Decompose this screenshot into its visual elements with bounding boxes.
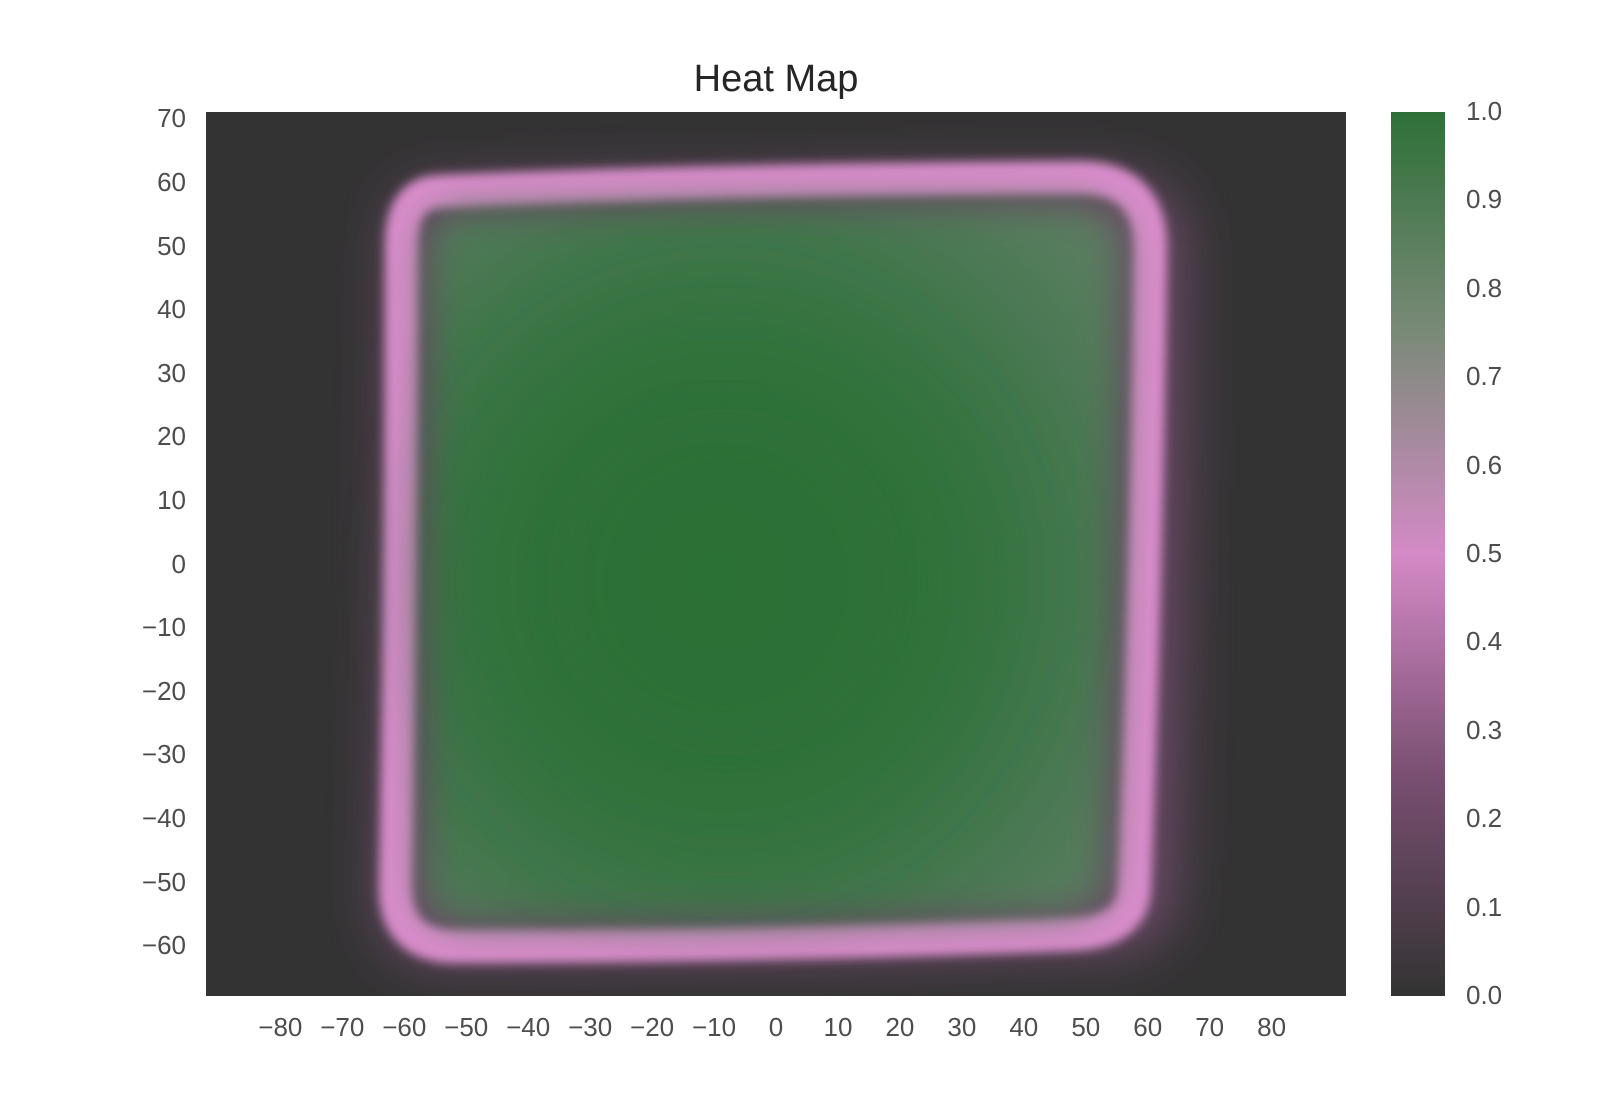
y-tick-label: −20	[141, 675, 186, 706]
x-tick-label: −60	[382, 1012, 427, 1042]
colorbar-tick-label: 0.4	[1466, 626, 1503, 657]
y-tick-label: 30	[157, 357, 186, 388]
colorbar-tick-label: 0.2	[1466, 803, 1503, 834]
x-tick-label: 80	[1257, 1012, 1287, 1042]
colorbar-tick-label: 0.3	[1466, 714, 1503, 745]
x-tick-label: −40	[506, 1012, 551, 1042]
y-tick-label: −50	[141, 866, 186, 897]
colorbar-tick-label: 0.1	[1466, 891, 1503, 922]
x-tick-label: 10	[823, 1012, 853, 1042]
x-tick-label: 40	[1009, 1012, 1039, 1042]
x-tick-label: −50	[444, 1012, 489, 1042]
y-tick-label: −10	[141, 612, 186, 643]
y-tick-label: 60	[157, 166, 186, 197]
colorbar	[1391, 112, 1445, 996]
colorbar-tick-label: 0.0	[1466, 980, 1503, 1010]
x-tick-label: −20	[630, 1012, 675, 1042]
y-tick-label: −30	[141, 739, 186, 770]
y-tick-label: 40	[157, 294, 186, 325]
x-tick-label: −30	[568, 1012, 613, 1042]
colorbar-gradient	[1391, 112, 1445, 996]
colorbar-tick-label: 0.9	[1466, 184, 1503, 215]
x-tick-label: 20	[885, 1012, 915, 1042]
y-tick-label: −60	[141, 930, 186, 961]
y-tick-label: −40	[141, 802, 186, 833]
x-tick-label: 50	[1071, 1012, 1101, 1042]
heatmap-core	[466, 322, 986, 842]
y-tick-label: 0	[171, 548, 186, 579]
y-tick-label: 10	[157, 484, 186, 515]
colorbar-tick-label: 0.6	[1466, 449, 1503, 480]
y-tick-label: 70	[157, 103, 186, 134]
colorbar-tick-label: 0.7	[1466, 361, 1503, 392]
heatmap-image	[377, 160, 1186, 964]
colorbar-tick-label: 0.5	[1466, 538, 1503, 568]
x-tick-label: 30	[947, 1012, 977, 1042]
x-tick-label: −10	[691, 1012, 737, 1042]
x-tick-label: −80	[258, 1012, 303, 1042]
colorbar-tick-label: 1.0	[1466, 96, 1503, 126]
y-tick-label: 50	[157, 230, 186, 261]
y-tick-label: 20	[157, 421, 186, 452]
x-tick-label: −70	[320, 1012, 365, 1042]
x-tick-label: 70	[1195, 1012, 1225, 1042]
chart-title: Heat Map	[693, 58, 859, 100]
x-tick-label: 60	[1133, 1012, 1163, 1042]
heatmap-ring	[378, 160, 1168, 964]
heatmap-plot-area	[206, 112, 1346, 996]
x-tick-label: 0	[768, 1012, 784, 1042]
colorbar-tick-label: 0.8	[1466, 272, 1503, 303]
